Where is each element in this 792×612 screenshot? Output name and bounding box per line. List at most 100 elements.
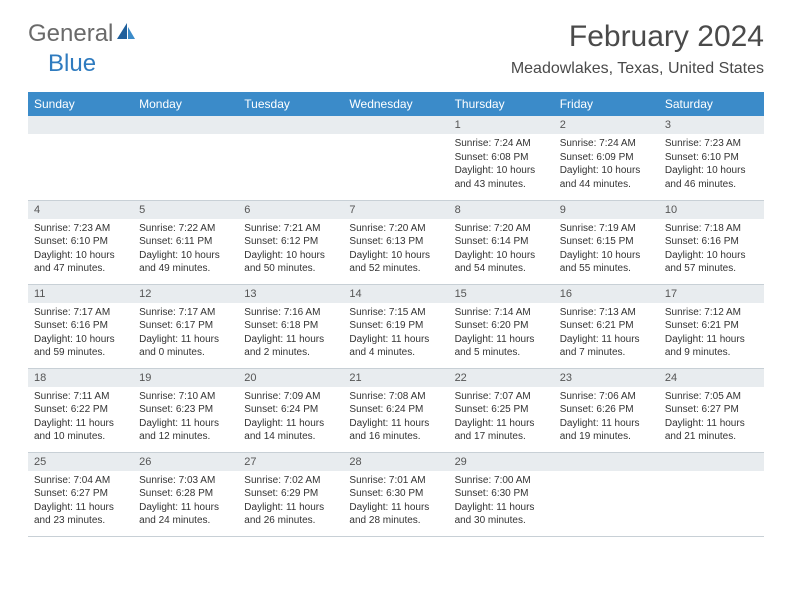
calendar-cell: 1Sunrise: 7:24 AMSunset: 6:08 PMDaylight… bbox=[449, 116, 554, 200]
calendar-cell bbox=[343, 116, 448, 200]
calendar-table: SundayMondayTuesdayWednesdayThursdayFrid… bbox=[28, 92, 764, 537]
day-number: 16 bbox=[554, 285, 659, 303]
calendar-cell: 9Sunrise: 7:19 AMSunset: 6:15 PMDaylight… bbox=[554, 200, 659, 284]
title-block: February 2024 Meadowlakes, Texas, United… bbox=[511, 20, 764, 78]
calendar-cell: 19Sunrise: 7:10 AMSunset: 6:23 PMDayligh… bbox=[133, 368, 238, 452]
day-number: 17 bbox=[659, 285, 764, 303]
day-number-bar bbox=[238, 116, 343, 134]
calendar-cell: 27Sunrise: 7:02 AMSunset: 6:29 PMDayligh… bbox=[238, 452, 343, 536]
day-number: 26 bbox=[133, 453, 238, 471]
day-details: Sunrise: 7:14 AMSunset: 6:20 PMDaylight:… bbox=[449, 303, 554, 364]
calendar-cell bbox=[133, 116, 238, 200]
day-number: 7 bbox=[343, 201, 448, 219]
calendar-cell bbox=[28, 116, 133, 200]
calendar-cell: 29Sunrise: 7:00 AMSunset: 6:30 PMDayligh… bbox=[449, 452, 554, 536]
day-details: Sunrise: 7:21 AMSunset: 6:12 PMDaylight:… bbox=[238, 219, 343, 280]
day-number: 24 bbox=[659, 369, 764, 387]
day-details: Sunrise: 7:20 AMSunset: 6:14 PMDaylight:… bbox=[449, 219, 554, 280]
day-number: 10 bbox=[659, 201, 764, 219]
day-details: Sunrise: 7:03 AMSunset: 6:28 PMDaylight:… bbox=[133, 471, 238, 532]
calendar-cell: 12Sunrise: 7:17 AMSunset: 6:17 PMDayligh… bbox=[133, 284, 238, 368]
logo: General bbox=[28, 20, 137, 48]
calendar-header-row: SundayMondayTuesdayWednesdayThursdayFrid… bbox=[28, 92, 764, 116]
calendar-row: 25Sunrise: 7:04 AMSunset: 6:27 PMDayligh… bbox=[28, 452, 764, 536]
calendar-cell: 17Sunrise: 7:12 AMSunset: 6:21 PMDayligh… bbox=[659, 284, 764, 368]
day-number: 2 bbox=[554, 116, 659, 134]
day-number: 20 bbox=[238, 369, 343, 387]
day-details: Sunrise: 7:10 AMSunset: 6:23 PMDaylight:… bbox=[133, 387, 238, 448]
day-number: 27 bbox=[238, 453, 343, 471]
calendar-cell: 7Sunrise: 7:20 AMSunset: 6:13 PMDaylight… bbox=[343, 200, 448, 284]
day-details: Sunrise: 7:18 AMSunset: 6:16 PMDaylight:… bbox=[659, 219, 764, 280]
calendar-cell: 5Sunrise: 7:22 AMSunset: 6:11 PMDaylight… bbox=[133, 200, 238, 284]
day-details: Sunrise: 7:09 AMSunset: 6:24 PMDaylight:… bbox=[238, 387, 343, 448]
day-details: Sunrise: 7:13 AMSunset: 6:21 PMDaylight:… bbox=[554, 303, 659, 364]
weekday-header: Friday bbox=[554, 92, 659, 116]
day-number: 22 bbox=[449, 369, 554, 387]
day-number: 28 bbox=[343, 453, 448, 471]
calendar-cell: 18Sunrise: 7:11 AMSunset: 6:22 PMDayligh… bbox=[28, 368, 133, 452]
day-number-bar bbox=[133, 116, 238, 134]
weekday-header: Sunday bbox=[28, 92, 133, 116]
day-number: 4 bbox=[28, 201, 133, 219]
calendar-cell: 28Sunrise: 7:01 AMSunset: 6:30 PMDayligh… bbox=[343, 452, 448, 536]
weekday-header: Thursday bbox=[449, 92, 554, 116]
day-number: 8 bbox=[449, 201, 554, 219]
day-number: 23 bbox=[554, 369, 659, 387]
day-details: Sunrise: 7:02 AMSunset: 6:29 PMDaylight:… bbox=[238, 471, 343, 532]
day-details: Sunrise: 7:04 AMSunset: 6:27 PMDaylight:… bbox=[28, 471, 133, 532]
day-number-bar bbox=[343, 116, 448, 134]
day-details: Sunrise: 7:20 AMSunset: 6:13 PMDaylight:… bbox=[343, 219, 448, 280]
calendar-cell: 13Sunrise: 7:16 AMSunset: 6:18 PMDayligh… bbox=[238, 284, 343, 368]
day-details: Sunrise: 7:17 AMSunset: 6:17 PMDaylight:… bbox=[133, 303, 238, 364]
weekday-header: Tuesday bbox=[238, 92, 343, 116]
day-details: Sunrise: 7:00 AMSunset: 6:30 PMDaylight:… bbox=[449, 471, 554, 532]
day-number: 11 bbox=[28, 285, 133, 303]
location-text: Meadowlakes, Texas, United States bbox=[511, 60, 764, 78]
day-number: 1 bbox=[449, 116, 554, 134]
day-number: 29 bbox=[449, 453, 554, 471]
day-details: Sunrise: 7:22 AMSunset: 6:11 PMDaylight:… bbox=[133, 219, 238, 280]
month-title: February 2024 bbox=[511, 20, 764, 54]
day-details: Sunrise: 7:07 AMSunset: 6:25 PMDaylight:… bbox=[449, 387, 554, 448]
calendar-cell bbox=[659, 452, 764, 536]
calendar-body: 1Sunrise: 7:24 AMSunset: 6:08 PMDaylight… bbox=[28, 116, 764, 536]
calendar-cell: 8Sunrise: 7:20 AMSunset: 6:14 PMDaylight… bbox=[449, 200, 554, 284]
calendar-cell: 24Sunrise: 7:05 AMSunset: 6:27 PMDayligh… bbox=[659, 368, 764, 452]
logo-word-general: General bbox=[28, 20, 113, 48]
day-details: Sunrise: 7:16 AMSunset: 6:18 PMDaylight:… bbox=[238, 303, 343, 364]
day-number: 5 bbox=[133, 201, 238, 219]
day-number-bar bbox=[659, 453, 764, 471]
calendar-cell: 6Sunrise: 7:21 AMSunset: 6:12 PMDaylight… bbox=[238, 200, 343, 284]
calendar-cell: 26Sunrise: 7:03 AMSunset: 6:28 PMDayligh… bbox=[133, 452, 238, 536]
day-number: 3 bbox=[659, 116, 764, 134]
day-details: Sunrise: 7:24 AMSunset: 6:09 PMDaylight:… bbox=[554, 134, 659, 195]
day-details: Sunrise: 7:17 AMSunset: 6:16 PMDaylight:… bbox=[28, 303, 133, 364]
calendar-cell: 4Sunrise: 7:23 AMSunset: 6:10 PMDaylight… bbox=[28, 200, 133, 284]
weekday-header: Saturday bbox=[659, 92, 764, 116]
calendar-cell: 15Sunrise: 7:14 AMSunset: 6:20 PMDayligh… bbox=[449, 284, 554, 368]
day-number: 14 bbox=[343, 285, 448, 303]
day-number: 13 bbox=[238, 285, 343, 303]
day-details: Sunrise: 7:01 AMSunset: 6:30 PMDaylight:… bbox=[343, 471, 448, 532]
day-number: 19 bbox=[133, 369, 238, 387]
calendar-cell: 22Sunrise: 7:07 AMSunset: 6:25 PMDayligh… bbox=[449, 368, 554, 452]
day-number: 15 bbox=[449, 285, 554, 303]
calendar-cell: 14Sunrise: 7:15 AMSunset: 6:19 PMDayligh… bbox=[343, 284, 448, 368]
calendar-cell: 23Sunrise: 7:06 AMSunset: 6:26 PMDayligh… bbox=[554, 368, 659, 452]
calendar-cell: 3Sunrise: 7:23 AMSunset: 6:10 PMDaylight… bbox=[659, 116, 764, 200]
calendar-row: 11Sunrise: 7:17 AMSunset: 6:16 PMDayligh… bbox=[28, 284, 764, 368]
calendar-row: 1Sunrise: 7:24 AMSunset: 6:08 PMDaylight… bbox=[28, 116, 764, 200]
day-details: Sunrise: 7:19 AMSunset: 6:15 PMDaylight:… bbox=[554, 219, 659, 280]
day-number: 25 bbox=[28, 453, 133, 471]
day-details: Sunrise: 7:11 AMSunset: 6:22 PMDaylight:… bbox=[28, 387, 133, 448]
weekday-header: Monday bbox=[133, 92, 238, 116]
calendar-cell bbox=[238, 116, 343, 200]
calendar-cell: 2Sunrise: 7:24 AMSunset: 6:09 PMDaylight… bbox=[554, 116, 659, 200]
day-details: Sunrise: 7:23 AMSunset: 6:10 PMDaylight:… bbox=[659, 134, 764, 195]
day-number-bar bbox=[554, 453, 659, 471]
day-details: Sunrise: 7:12 AMSunset: 6:21 PMDaylight:… bbox=[659, 303, 764, 364]
header: General February 2024 Meadowlakes, Texas… bbox=[28, 20, 764, 78]
calendar-cell: 11Sunrise: 7:17 AMSunset: 6:16 PMDayligh… bbox=[28, 284, 133, 368]
day-details: Sunrise: 7:15 AMSunset: 6:19 PMDaylight:… bbox=[343, 303, 448, 364]
